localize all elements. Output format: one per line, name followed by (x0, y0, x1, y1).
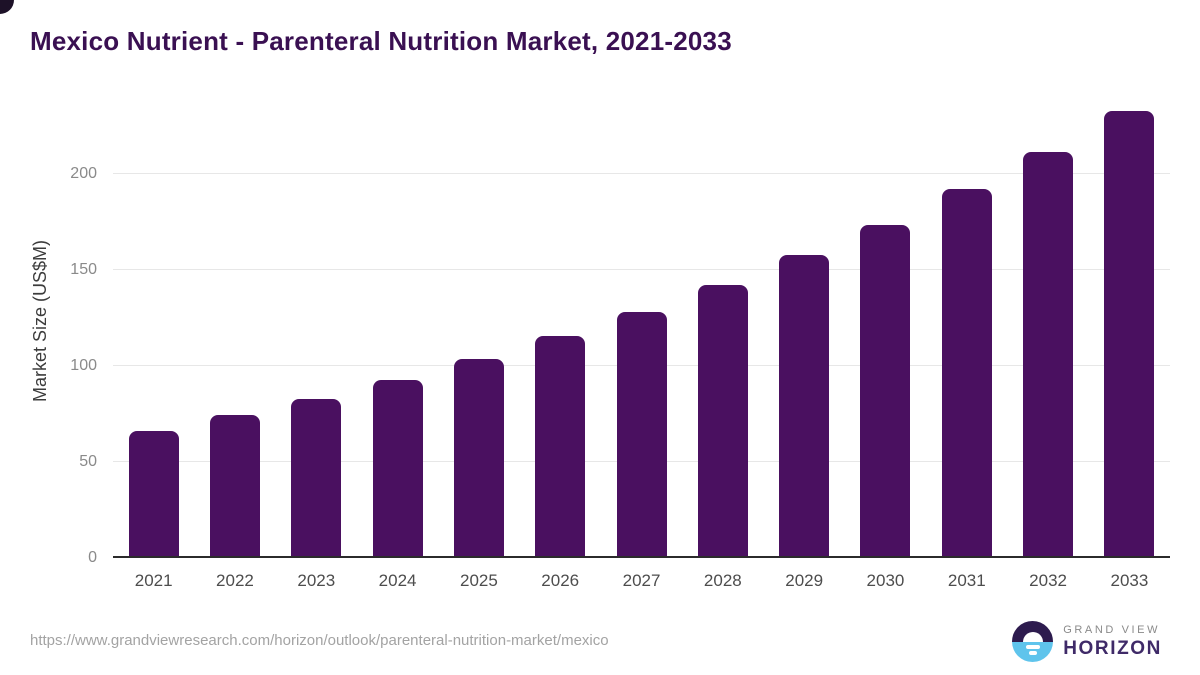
x-tick-label-2032: 2032 (1029, 571, 1067, 590)
y-tick-label-100: 100 (70, 357, 97, 374)
x-axis-line (113, 556, 1170, 558)
y-tick-label-200: 200 (70, 165, 97, 182)
bar-2024 (372, 380, 423, 558)
bar-2023 (291, 398, 342, 558)
logo-sky-half (1012, 621, 1054, 642)
x-tick-label-2031: 2031 (947, 571, 986, 590)
corner-accent (0, 0, 14, 14)
y-tick-label-0: 0 (88, 549, 97, 566)
x-tick-label-2033: 2033 (1110, 571, 1149, 590)
bar-2032 (1023, 152, 1074, 558)
bar-2029 (779, 255, 830, 558)
bar-slot-2032: 2032 (1007, 100, 1088, 590)
bar-2026 (535, 336, 586, 558)
source-url: https://www.grandviewresearch.com/horizo… (30, 632, 609, 649)
bar-slot-2023: 2023 (276, 100, 357, 590)
x-tick-label-2021: 2021 (134, 571, 173, 590)
x-tick-label-2024: 2024 (378, 571, 417, 590)
bar-2027 (616, 312, 667, 558)
gridline-200 (113, 173, 1170, 174)
x-tick-label-2025: 2025 (459, 571, 498, 590)
x-tick-label-2026: 2026 (541, 571, 580, 590)
bar-slot-2024: 2024 (357, 100, 438, 590)
bar-slot-2025: 2025 (438, 100, 519, 590)
gridline-150 (113, 269, 1170, 270)
logo-sun-dome (1022, 631, 1043, 642)
y-tick-label-50: 50 (79, 453, 97, 470)
bar-slot-2026: 2026 (520, 100, 601, 590)
logo-brand-line: GRAND VIEW (1063, 624, 1161, 636)
bar-2031 (941, 188, 992, 558)
bar-slot-2029: 2029 (764, 100, 845, 590)
bar-2033 (1104, 111, 1155, 558)
x-tick-label-2028: 2028 (703, 571, 742, 590)
plot-area: 2021 2022 2023 2024 2025 2026 2027 2028 2029 2030… (113, 100, 1170, 590)
horizon-sun-icon (1012, 621, 1054, 662)
bar-slot-2033: 2033 (1089, 100, 1170, 590)
bar-2022 (209, 414, 260, 558)
bar-2030 (860, 224, 911, 558)
bar-2028 (697, 284, 748, 558)
bar-series: 2021 2022 2023 2024 2025 2026 2027 2028 2029 2030… (113, 100, 1170, 590)
x-tick-label-2023: 2023 (297, 571, 336, 590)
bar-slot-2021: 2021 (113, 100, 194, 590)
bar-2025 (453, 359, 504, 558)
x-tick-label-2022: 2022 (216, 571, 254, 590)
bar-slot-2031: 2031 (926, 100, 1007, 590)
x-tick-label-2030: 2030 (866, 571, 905, 590)
grand-view-horizon-logo: GRAND VIEW HORIZON (1012, 621, 1162, 662)
bar-slot-2030: 2030 (845, 100, 926, 590)
bar-slot-2028: 2028 (682, 100, 763, 590)
y-tick-label-150: 150 (70, 261, 97, 278)
logo-product-line: HORIZON (1063, 638, 1162, 659)
chart-title: Mexico Nutrient - Parenteral Nutrition M… (30, 26, 732, 56)
x-tick-label-2027: 2027 (622, 571, 661, 590)
logo-text: GRAND VIEW HORIZON (1063, 623, 1162, 660)
bar-slot-2027: 2027 (601, 100, 682, 590)
logo-reflection-line-2 (1028, 651, 1037, 655)
logo-reflection-line-1 (1025, 645, 1040, 649)
bar-2021 (128, 430, 179, 558)
x-tick-label-2029: 2029 (785, 571, 824, 590)
bar-slot-2022: 2022 (194, 100, 275, 590)
